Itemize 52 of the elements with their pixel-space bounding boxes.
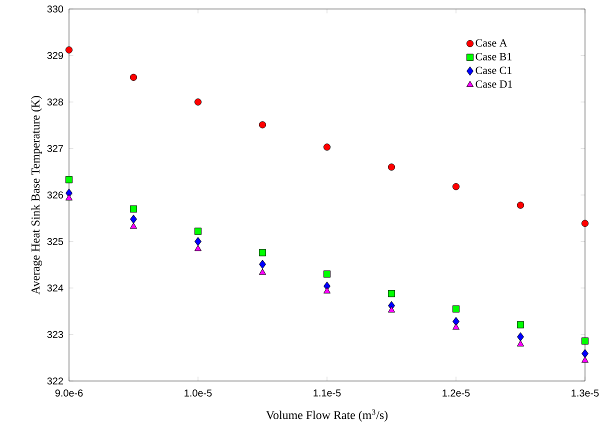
legend-label: Case D1 <box>476 80 512 88</box>
point <box>516 321 524 328</box>
point <box>388 306 396 312</box>
point <box>516 340 524 346</box>
x-tick-label: 1.2e-5 <box>442 390 470 397</box>
y-tick-label: 326 <box>47 191 64 199</box>
x-tick-label: 1.3e-5 <box>572 390 599 397</box>
point <box>258 249 266 256</box>
point <box>194 98 202 106</box>
point <box>65 194 73 200</box>
x-tick-label: 1.1e-5 <box>314 390 341 396</box>
point <box>130 222 138 229</box>
point <box>323 270 331 278</box>
y-tick-label: 323 <box>47 330 64 338</box>
x-tick-label: 1.0e-5 <box>184 390 212 397</box>
y-tick-label: 329 <box>47 52 64 60</box>
y-tick-label: 328 <box>47 98 64 106</box>
point <box>65 176 73 184</box>
point <box>194 236 202 246</box>
legend-label: Case A <box>476 39 508 47</box>
point <box>452 305 460 312</box>
point <box>581 220 589 227</box>
legend-label: Case C1 <box>476 66 512 74</box>
point <box>65 46 73 54</box>
point <box>388 290 396 298</box>
point <box>130 214 137 224</box>
point <box>452 183 460 190</box>
point <box>194 228 202 235</box>
point <box>388 164 396 171</box>
x-tick-label: 9.0e-6 <box>55 390 83 397</box>
point <box>581 356 589 363</box>
point <box>259 260 266 269</box>
point <box>452 323 460 330</box>
point <box>258 268 266 275</box>
point <box>194 244 202 252</box>
y-tick-label: 322 <box>47 377 63 385</box>
y-tick-label: 325 <box>47 238 64 246</box>
legend-label: Case B1 <box>476 52 512 60</box>
point <box>258 121 266 128</box>
point <box>517 332 524 342</box>
point <box>130 74 138 81</box>
x-axis-title: Volume Flow Rate (m$^{3}$/s) <box>266 409 388 422</box>
point <box>581 337 589 345</box>
point <box>323 144 331 151</box>
point <box>323 287 331 294</box>
y-tick-label: 324 <box>47 284 64 292</box>
y-axis-title: Average Heat Sink Base Temperature (K) <box>31 96 42 294</box>
point <box>582 349 588 358</box>
point <box>130 205 138 212</box>
y-tick-label: 330 <box>47 5 64 13</box>
point <box>516 202 524 209</box>
y-tick-label: 327 <box>47 144 63 152</box>
